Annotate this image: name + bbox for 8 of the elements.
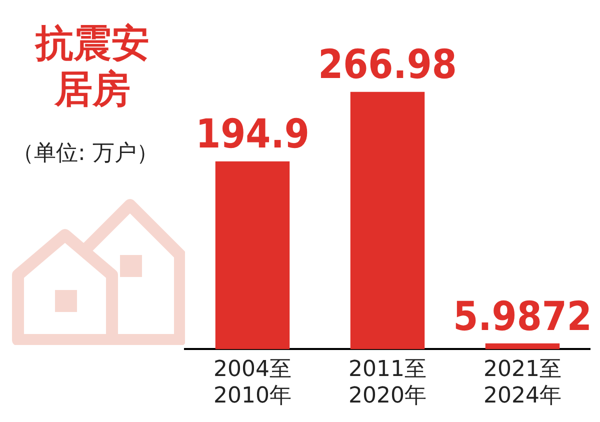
x-tick-label: 2011至 2020年: [348, 357, 426, 409]
data-label: 266.98: [318, 42, 457, 88]
text: （单位: 万户）: [12, 140, 158, 168]
data-label: 194.9: [196, 112, 310, 158]
x-tick-label: 2004至 2010年: [214, 357, 292, 409]
data-label: 5.9872: [453, 294, 592, 340]
chart-title: 抗震安居房: [34, 20, 150, 112]
x-tick-label: 2021至 2024年: [484, 357, 562, 409]
